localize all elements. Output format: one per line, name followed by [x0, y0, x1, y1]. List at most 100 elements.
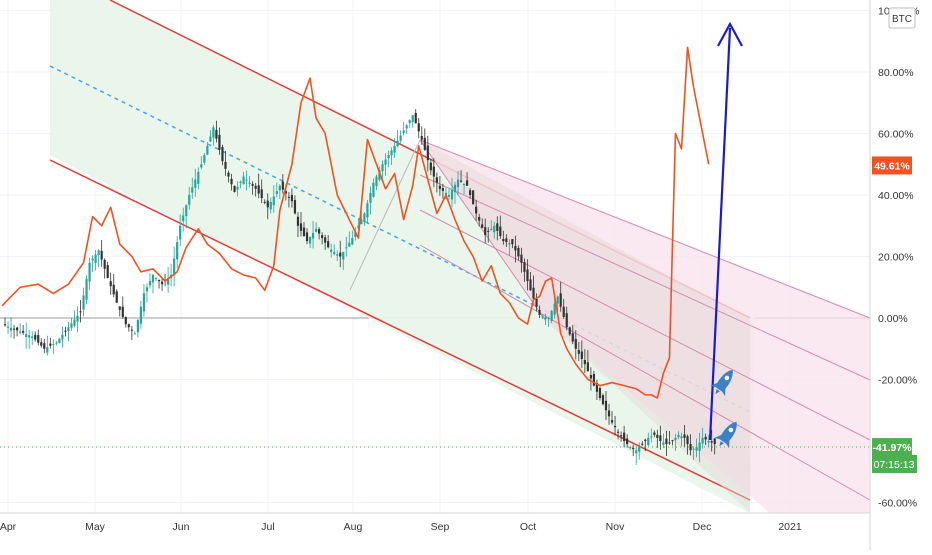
pitchfork-inner-fill — [420, 140, 750, 513]
candle — [375, 174, 378, 191]
x-tick-label: Dec — [693, 521, 712, 533]
candle — [100, 240, 103, 267]
candle — [182, 207, 185, 232]
candle — [629, 445, 632, 450]
candle — [366, 200, 369, 224]
candle — [221, 144, 224, 166]
candle — [354, 227, 357, 241]
candle — [686, 434, 689, 455]
candle — [91, 255, 94, 273]
candle — [339, 240, 342, 268]
candle — [487, 227, 490, 243]
compare-price-label-text: 49.61% — [874, 160, 910, 172]
channel-lower-line[interactable] — [49, 159, 751, 501]
candle — [402, 121, 405, 136]
candle — [689, 434, 692, 456]
candle — [423, 128, 426, 151]
candle — [544, 313, 547, 326]
candle — [112, 274, 115, 298]
pitchfork-handle[interactable] — [419, 139, 546, 321]
candle — [701, 427, 704, 449]
candle — [511, 239, 514, 249]
candle — [438, 175, 441, 196]
candle — [426, 135, 429, 172]
candle — [272, 185, 275, 213]
candle — [299, 212, 303, 237]
candle — [293, 195, 297, 215]
candlestick-series[interactable] — [3, 109, 716, 465]
candle — [508, 239, 511, 256]
candle — [37, 329, 40, 346]
candle — [520, 247, 523, 273]
candle — [420, 126, 423, 145]
candle — [191, 177, 194, 199]
pitchfork-fill[interactable] — [420, 140, 870, 513]
candle — [493, 221, 496, 239]
candle — [12, 325, 16, 339]
candle — [209, 130, 212, 142]
pitchfork-line[interactable] — [419, 174, 871, 381]
candle — [157, 279, 161, 289]
candle — [692, 446, 695, 460]
candle — [251, 181, 254, 195]
candle — [523, 258, 526, 282]
pitchfork-line[interactable] — [419, 244, 871, 501]
candle — [176, 236, 179, 268]
compare-series-line[interactable] — [1, 46, 710, 399]
candle — [372, 178, 375, 198]
candle — [469, 187, 472, 199]
candle — [707, 434, 710, 448]
candle — [559, 281, 562, 312]
candle — [212, 125, 215, 146]
candle — [58, 337, 61, 344]
candle — [574, 330, 577, 360]
candle — [206, 141, 209, 156]
candle — [148, 273, 152, 289]
candle — [139, 300, 143, 329]
candle — [305, 228, 309, 245]
countdown-label: 07:15:13 — [872, 455, 917, 473]
candle — [245, 170, 248, 191]
candle — [647, 432, 650, 447]
pitchfork-guide — [349, 139, 421, 291]
candle — [242, 171, 245, 185]
candle — [538, 305, 541, 319]
candle — [311, 220, 315, 249]
candle — [215, 120, 218, 143]
candle — [384, 153, 387, 176]
candle — [399, 130, 402, 144]
candle — [314, 222, 318, 233]
candle — [668, 431, 671, 445]
time-axis[interactable]: Apr May Jun Jul Aug Sep Oct Nov Dec 2021 — [0, 521, 802, 533]
compare-badge-label: BTC — [892, 14, 912, 25]
candle — [260, 179, 263, 204]
x-tick-label: 2021 — [778, 521, 802, 533]
pitchfork-line[interactable] — [419, 139, 871, 319]
candle — [411, 115, 414, 128]
candle — [121, 296, 124, 319]
candle — [650, 428, 653, 443]
x-tick-label: Jul — [261, 521, 274, 533]
candle — [607, 403, 611, 425]
candle — [40, 338, 43, 348]
candle — [318, 227, 321, 240]
candle — [130, 326, 133, 341]
candle — [67, 321, 70, 342]
candle — [529, 272, 532, 291]
candle — [683, 424, 686, 447]
candle — [556, 295, 559, 311]
candle — [278, 184, 281, 200]
forecast-arrow-head — [717, 21, 743, 47]
compare-badge[interactable]: BTC — [888, 7, 916, 29]
forecast-arrow-line[interactable] — [708, 27, 732, 441]
candle — [275, 182, 278, 198]
candle — [680, 432, 683, 447]
candle — [357, 218, 360, 230]
regression-channel-fill[interactable] — [50, 0, 755, 513]
compare-price-label: 49.61% — [872, 156, 912, 175]
candle — [369, 186, 372, 215]
candle — [336, 250, 339, 262]
y-tick-label: -60.00% — [878, 498, 917, 510]
candle — [160, 277, 164, 291]
candle — [459, 170, 463, 183]
